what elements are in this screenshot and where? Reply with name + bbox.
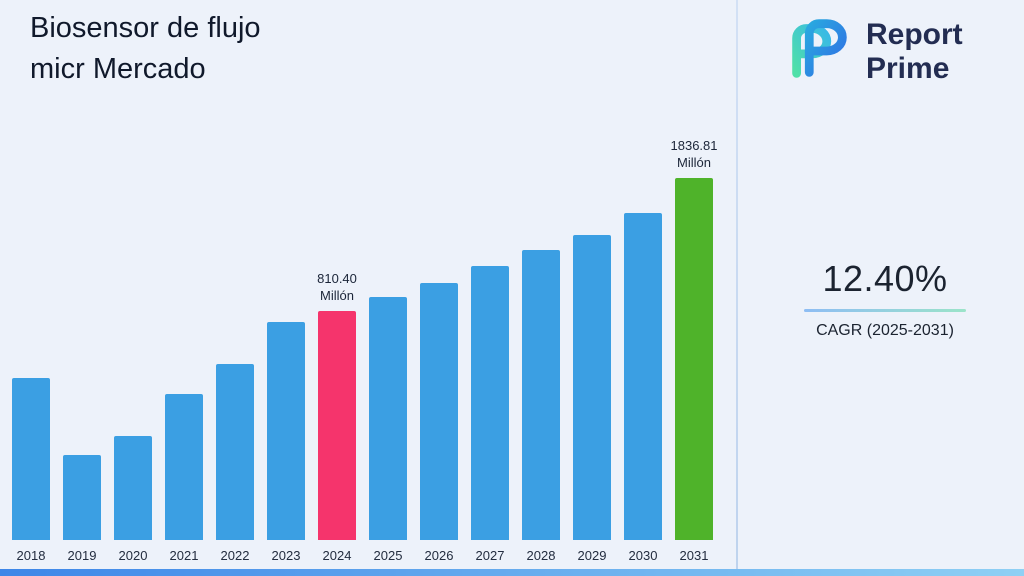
x-axis-label-2026: 2026 [424,548,454,563]
x-axis-label-2025: 2025 [373,548,403,563]
x-axis-label-2031: 2031 [679,548,709,563]
bar-column-2019: 2019 [63,126,101,566]
report-prime-logo-text: Report Prime [866,18,963,85]
cagr-panel: 12.40% CAGR (2025-2031) [800,258,970,340]
x-axis-label-2021: 2021 [169,548,199,563]
page-title-line2: micr Mercado [30,52,206,85]
bar-column-2029: 2029 [573,126,611,566]
bar-column-2024: 810.40 Millón 2024 [317,126,357,566]
bar-2027 [471,266,509,540]
bar-2026 [420,283,458,540]
panel-divider [736,0,738,576]
report-prime-logo: Report Prime [782,12,963,91]
bar-2024 [318,311,356,540]
x-axis-label-2028: 2028 [526,548,556,563]
bar-column-2030: 2030 [624,126,662,566]
x-axis-label-2022: 2022 [220,548,250,563]
page-title-line1: Biosensor de flujo [30,12,261,44]
logo-text-line2: Prime [866,51,950,85]
x-axis-label-2019: 2019 [67,548,97,563]
x-axis-label-2027: 2027 [475,548,505,563]
bar-column-2031: 1836.81 Millón 2031 [671,126,718,566]
x-axis-label-2018: 2018 [16,548,46,563]
footer-accent-bar [0,569,1024,576]
bar-2021 [165,394,203,540]
bar-2023 [267,322,305,540]
bar-2025 [369,297,407,540]
bar-2030 [624,213,662,540]
bar-column-2020: 2020 [114,126,152,566]
x-axis-label-2023: 2023 [271,548,301,563]
cagr-label: CAGR (2025-2031) [816,322,954,339]
x-axis-label-2030: 2030 [628,548,658,563]
bar-value-label-2024: 810.40 Millón [317,271,357,304]
bar-2028 [522,250,560,540]
x-axis-label-2029: 2029 [577,548,607,563]
bar-2018 [12,378,50,540]
bar-2029 [573,235,611,540]
report-prime-logo-icon [782,12,856,91]
bar-column-2028: 2028 [522,126,560,566]
bar-2022 [216,364,254,540]
bar-column-2026: 2026 [420,126,458,566]
bar-2019 [63,455,101,540]
bar-column-2025: 2025 [369,126,407,566]
bar-column-2021: 2021 [165,126,203,566]
bar-column-2027: 2027 [471,126,509,566]
bar-column-2022: 2022 [216,126,254,566]
bar-column-2023: 2023 [267,126,305,566]
cagr-value: 12.40% [822,258,948,299]
bar-2020 [114,436,152,540]
bar-chart: 2018 2019 2020 2021 2022 2023 810.40 Millón 2024… [12,126,720,566]
logo-text-line1: Report [866,17,963,51]
bar-value-label-2031: 1836.81 Millón [670,138,718,171]
bar-2031 [675,178,713,540]
x-axis-label-2024: 2024 [322,548,352,563]
bar-column-2018: 2018 [12,126,50,566]
cagr-underline [804,309,966,312]
x-axis-label-2020: 2020 [118,548,148,563]
page-title: Biosensor de flujo micr Mercado [30,8,261,89]
